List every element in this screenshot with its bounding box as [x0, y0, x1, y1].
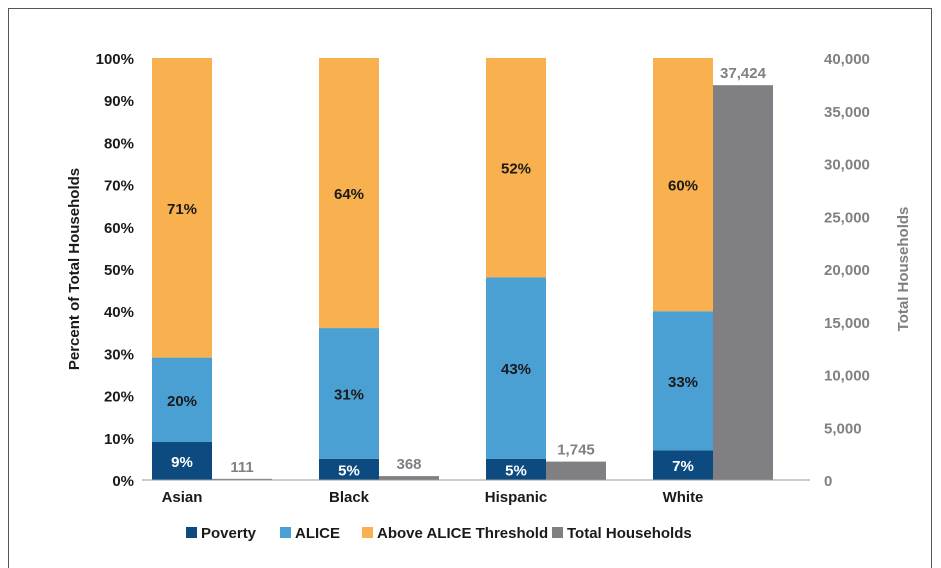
bar-total-households — [379, 476, 439, 480]
y-tick-label: 30% — [104, 346, 134, 363]
y-axis-title: Percent of Total Households — [66, 168, 83, 370]
legend-swatch — [362, 527, 373, 538]
y-tick-label: 0% — [112, 473, 134, 490]
legend-label: Poverty — [201, 525, 257, 542]
legend-swatch — [552, 527, 563, 538]
data-label-total: 111 — [230, 459, 253, 476]
bar-segment — [319, 328, 379, 459]
data-label: 7% — [672, 458, 694, 475]
bar-segment — [486, 58, 546, 278]
x-tick-label: Hispanic — [485, 489, 548, 506]
x-tick-label: Asian — [162, 489, 203, 506]
bar-segment — [653, 311, 713, 451]
y-tick-label: 60% — [104, 220, 134, 237]
bar-segment — [653, 450, 713, 480]
x-tick-label: Black — [329, 489, 370, 506]
legend-label: Total Households — [567, 525, 692, 542]
data-label-total: 1,745 — [557, 442, 595, 459]
y2-tick-label: 5,000 — [824, 420, 862, 437]
data-label: 33% — [668, 374, 698, 391]
y2-axis-title: Total Households — [895, 207, 912, 332]
chart-frame — [8, 8, 932, 568]
legend-label: Above ALICE Threshold — [377, 525, 548, 542]
data-label: 20% — [167, 393, 197, 410]
y-tick-label: 90% — [104, 93, 134, 110]
data-label: 31% — [334, 386, 364, 403]
y2-tick-label: 10,000 — [824, 368, 870, 385]
y2-tick-label: 40,000 — [824, 51, 870, 68]
bar-segment — [486, 458, 546, 480]
bar-total-households — [212, 478, 272, 480]
y2-tick-label: 0 — [824, 473, 832, 490]
data-label: 9% — [171, 454, 193, 471]
y2-tick-label: 25,000 — [824, 209, 870, 226]
bar-segment — [319, 58, 379, 329]
bar-segment — [319, 458, 379, 480]
bar-segment — [152, 442, 212, 480]
bar-segment — [152, 357, 212, 443]
y2-tick-label: 15,000 — [824, 315, 870, 332]
y-tick-label: 80% — [104, 135, 134, 152]
y-tick-label: 20% — [104, 389, 134, 406]
data-label: 52% — [501, 161, 531, 178]
bar-total-households — [546, 461, 606, 480]
legend-swatch — [186, 527, 197, 538]
bar-segment — [152, 58, 212, 358]
y-tick-label: 10% — [104, 431, 134, 448]
bar-segment — [653, 58, 713, 312]
data-label: 5% — [505, 462, 527, 479]
legend-label: ALICE — [295, 525, 340, 542]
y-tick-label: 40% — [104, 304, 134, 321]
data-label-total: 37,424 — [720, 65, 767, 82]
y-tick-label: 70% — [104, 178, 134, 195]
data-label: 60% — [668, 178, 698, 195]
y2-tick-label: 35,000 — [824, 104, 870, 121]
data-label: 71% — [167, 201, 197, 218]
x-tick-label: White — [663, 489, 704, 506]
y-tick-label: 50% — [104, 262, 134, 279]
data-label: 43% — [501, 361, 531, 378]
bar-total-households — [713, 85, 773, 480]
y2-tick-label: 20,000 — [824, 262, 870, 279]
legend-swatch — [280, 527, 291, 538]
y-tick-label: 100% — [96, 51, 134, 68]
data-label-total: 368 — [396, 456, 421, 473]
data-label: 5% — [338, 462, 360, 479]
data-label: 64% — [334, 186, 364, 203]
bar-segment — [486, 277, 546, 459]
y2-tick-label: 30,000 — [824, 157, 870, 174]
